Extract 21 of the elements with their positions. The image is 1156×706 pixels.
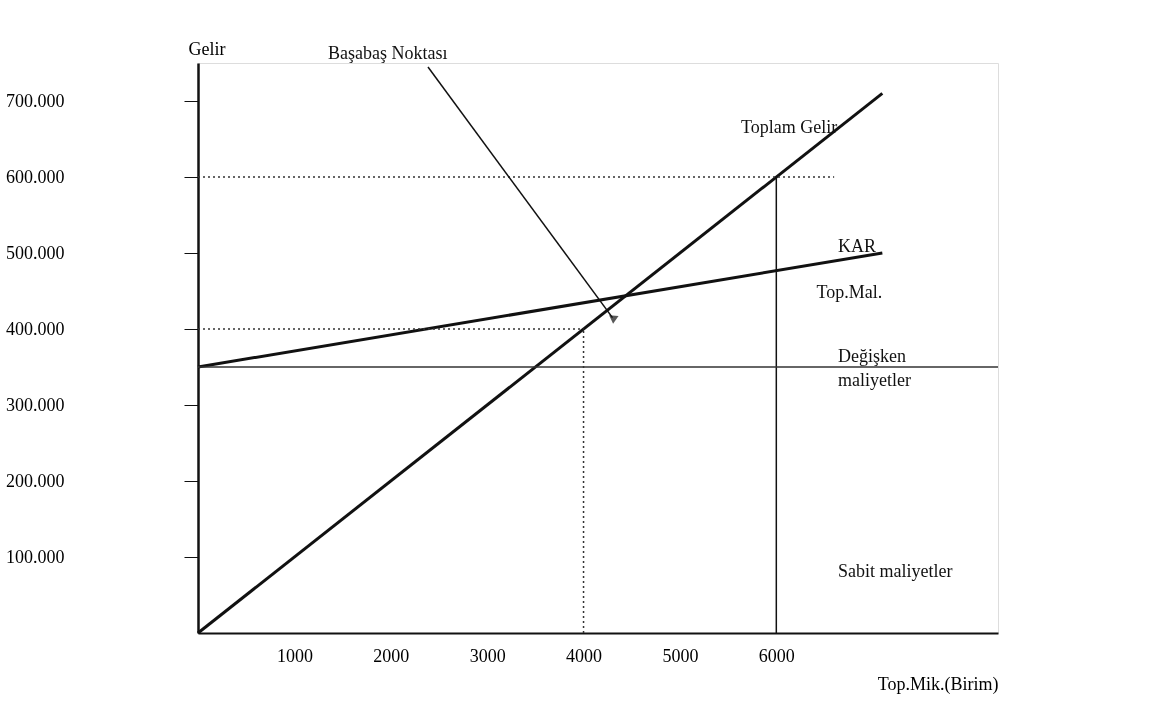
x-tick-label: 4000 <box>566 645 603 666</box>
x-tick-label: 2000 <box>373 645 410 666</box>
series-label: Toplam Gelir <box>741 117 838 138</box>
y-tick-label: 500.000 <box>6 242 65 263</box>
x-tick-label: 6000 <box>758 645 795 666</box>
y-tick-label: 700.000 <box>6 90 65 111</box>
annotation: KAR <box>838 236 877 256</box>
y-axis-title: Gelir <box>188 38 226 59</box>
y-tick-label: 600.000 <box>6 166 65 187</box>
y-tick-label: 100.000 <box>6 546 65 567</box>
annotation: Başabaş Noktası <box>328 43 448 63</box>
y-tick-label: 400.000 <box>6 318 65 339</box>
annotation: Sabit maliyetler <box>838 561 953 581</box>
x-tick-label: 5000 <box>662 645 699 666</box>
x-tick-label: 3000 <box>469 645 506 666</box>
annotation: Değişken maliyetler <box>838 346 911 390</box>
x-tick-label: 1000 <box>276 645 313 666</box>
y-tick-label: 200.000 <box>6 470 65 491</box>
y-tick-label: 300.000 <box>6 394 65 415</box>
series-label: Top.Mal. <box>816 282 883 302</box>
x-axis-title: Top.Mik.(Birim) <box>877 673 999 695</box>
